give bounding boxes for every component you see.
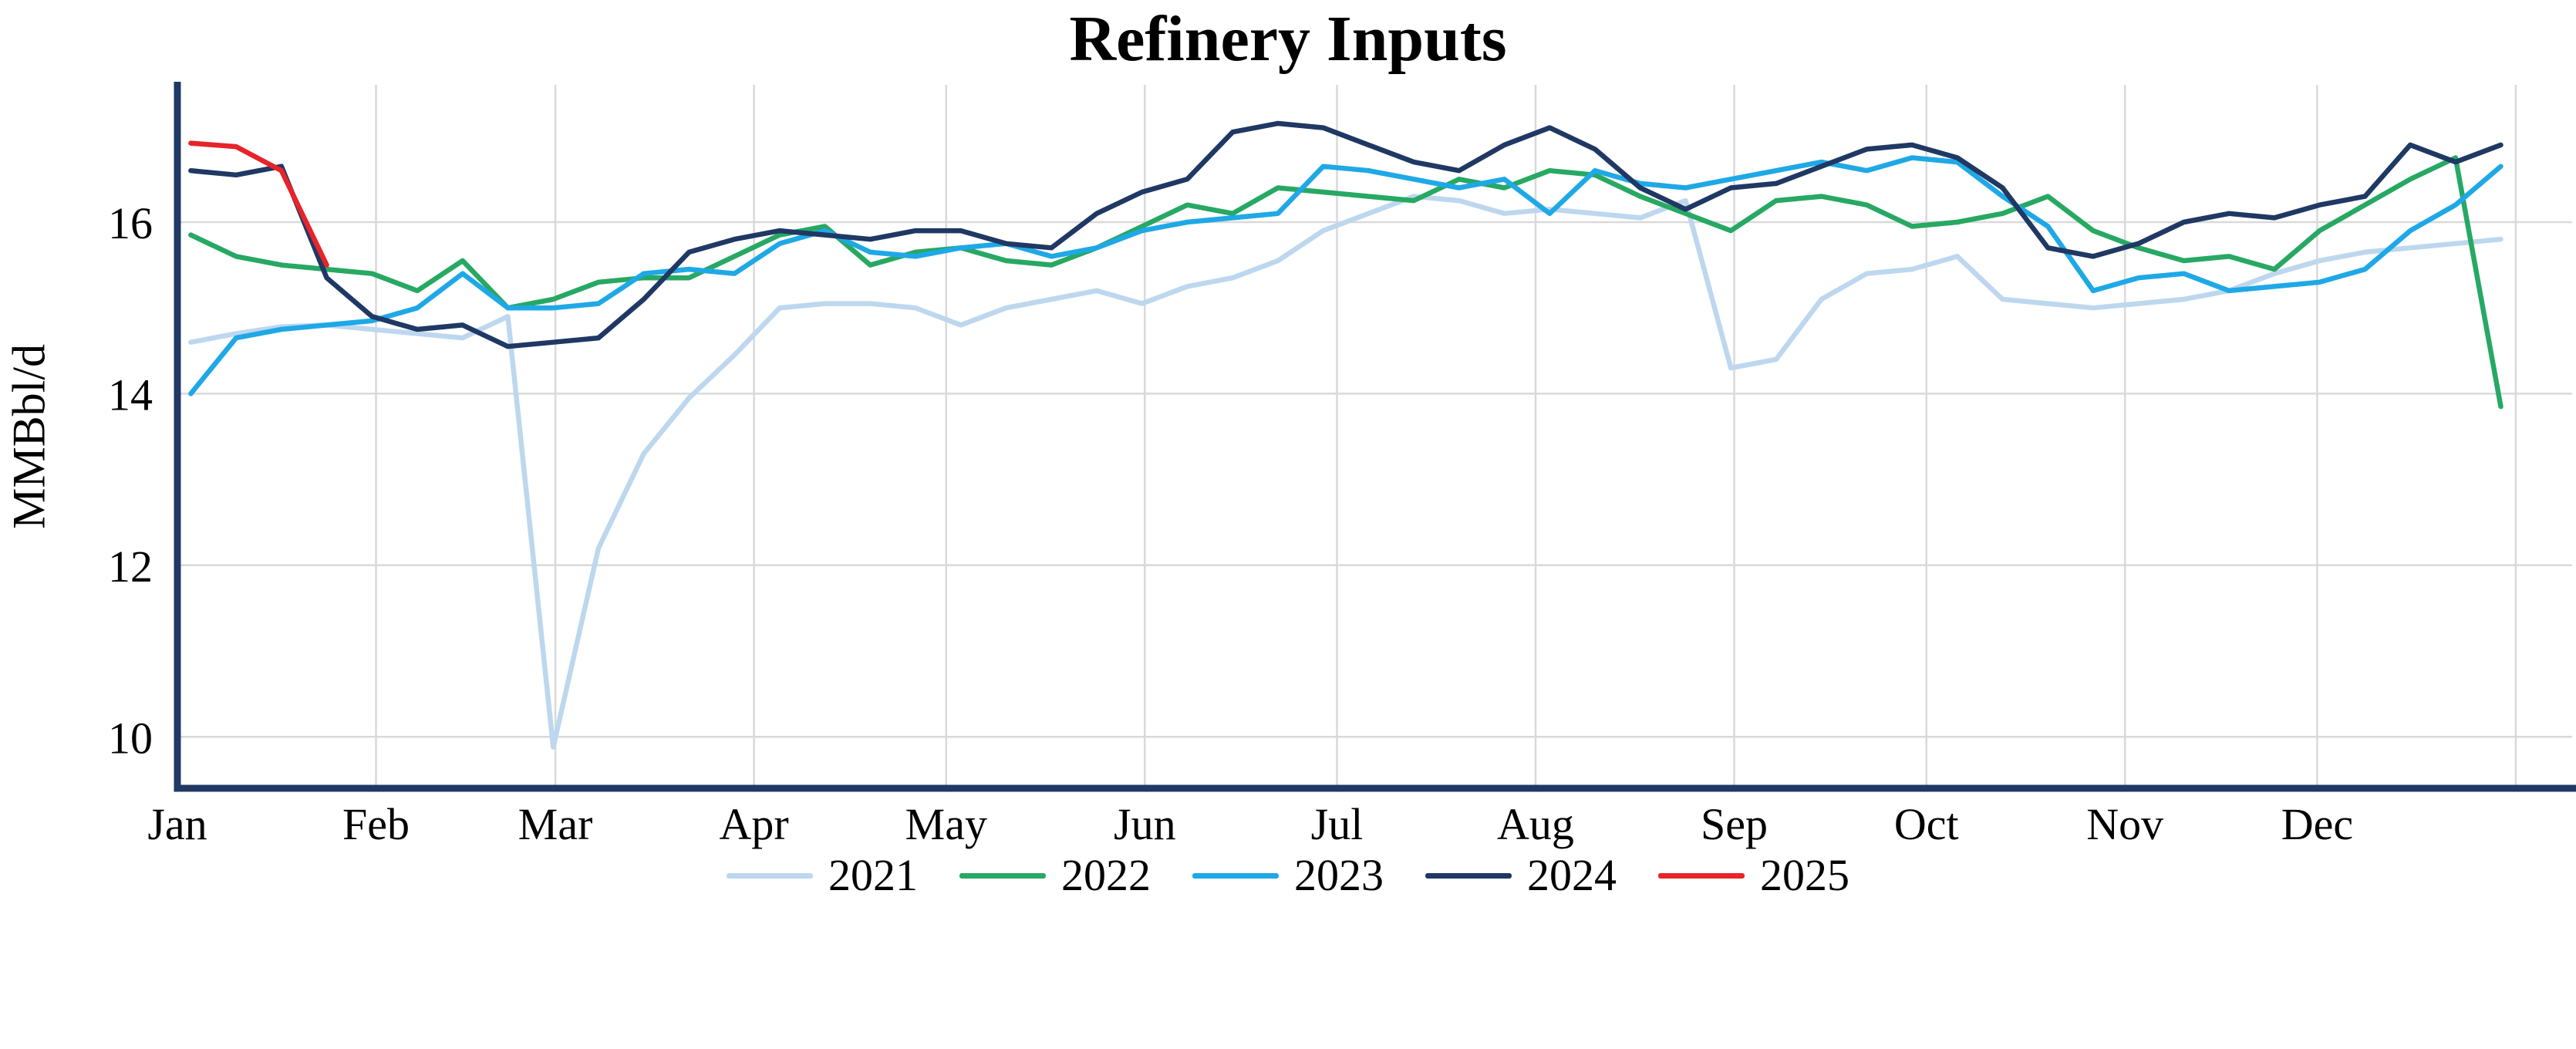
- legend-item-2023: 2023: [1192, 853, 1384, 898]
- legend-swatch-2022: [959, 872, 1046, 879]
- series-line-2021: [188, 194, 2504, 750]
- x-tick-label: Dec: [2281, 799, 2353, 849]
- legend-item-2024: 2024: [1425, 853, 1617, 898]
- x-tick-label: Jul: [1311, 799, 1364, 849]
- x-tick-label: May: [905, 799, 987, 849]
- x-tick-label: Nov: [2086, 799, 2163, 849]
- legend-swatch-2025: [1658, 872, 1745, 879]
- legend-item-2025: 2025: [1658, 853, 1849, 898]
- series-line-2022: [188, 155, 2504, 410]
- legend-item-2021: 2021: [727, 853, 918, 898]
- legend-label: 2021: [828, 850, 918, 900]
- y-tick-label: 10: [108, 713, 153, 763]
- x-tick-label: Oct: [1894, 799, 1959, 849]
- y-tick-label: 12: [108, 541, 153, 592]
- x-tick-label: Apr: [719, 799, 788, 849]
- legend-swatch-2024: [1425, 872, 1512, 879]
- legend-item-2022: 2022: [959, 853, 1151, 898]
- y-tick-label: 16: [108, 198, 153, 248]
- legend-swatch-2021: [727, 872, 813, 879]
- legend-swatch-2023: [1192, 872, 1279, 879]
- y-tick-label: 14: [108, 369, 153, 420]
- series-line-2023: [188, 155, 2504, 396]
- legend-label: 2022: [1061, 850, 1151, 900]
- x-tick-label: Mar: [518, 799, 593, 849]
- x-tick-label: Jan: [147, 799, 207, 849]
- legend: 2021 2022 2023 2024 2025: [0, 853, 2576, 898]
- chart-title: Refinery Inputs: [1069, 3, 1507, 75]
- x-tick-label: Jun: [1114, 799, 1176, 849]
- legend-label: 2023: [1294, 850, 1384, 900]
- series-line-2024: [188, 120, 2504, 349]
- legend-label: 2024: [1527, 850, 1617, 900]
- x-tick-label: Sep: [1701, 799, 1768, 849]
- x-tick-label: Feb: [342, 799, 410, 849]
- x-tick-label: Aug: [1497, 799, 1574, 849]
- series-line-2025: [188, 140, 329, 268]
- legend-label: 2025: [1760, 850, 1849, 900]
